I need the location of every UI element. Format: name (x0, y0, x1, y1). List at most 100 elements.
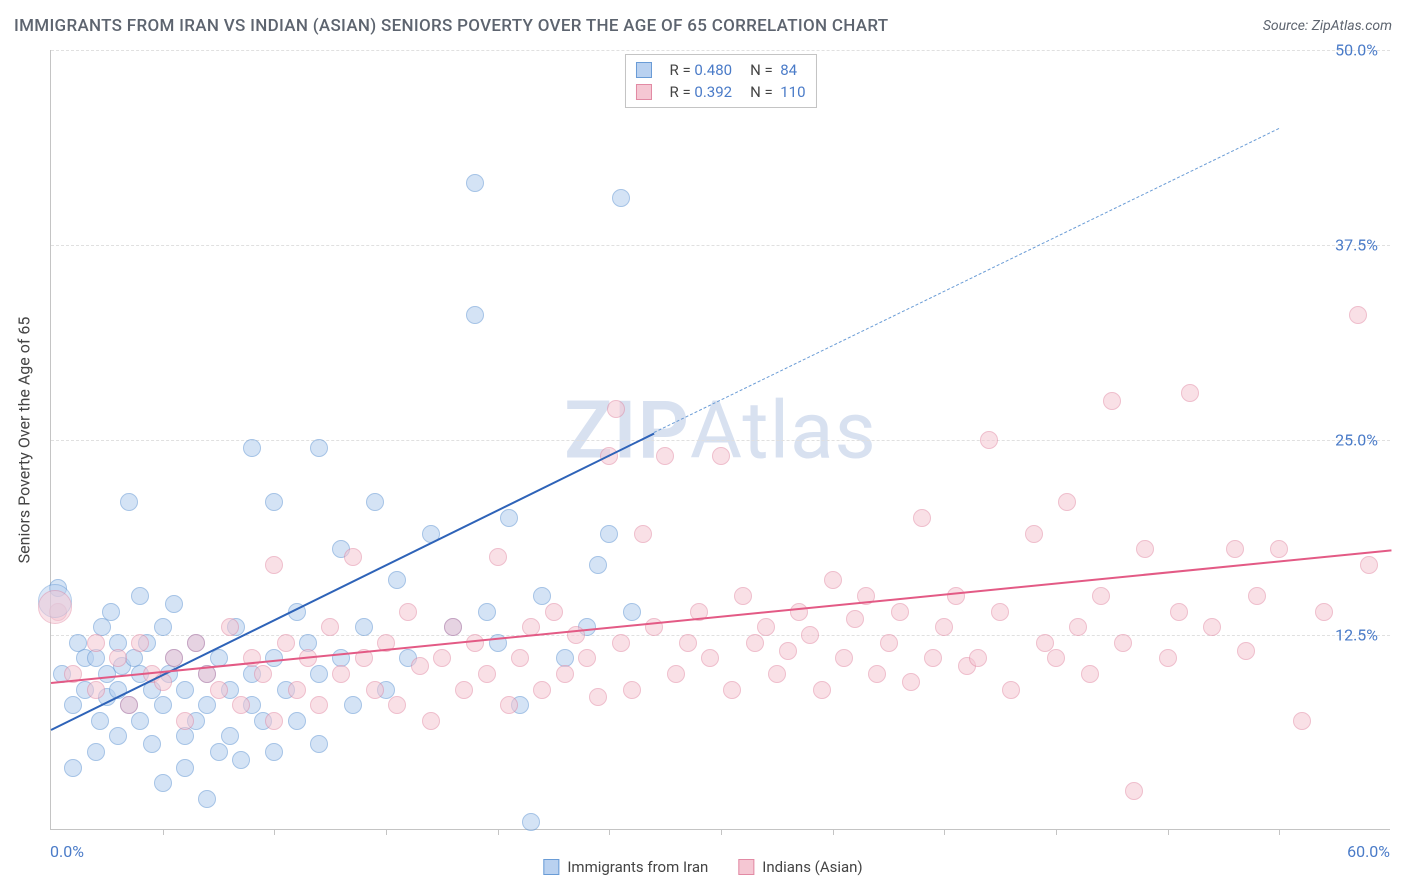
x-tick-mark (1168, 829, 1169, 835)
scatter-point-indian (712, 447, 730, 465)
scatter-point-indian (1293, 712, 1311, 730)
r-value-iran: 0.480 (694, 61, 732, 79)
scatter-point-indian (1170, 603, 1188, 621)
scatter-point-indian (779, 642, 797, 660)
gridline (51, 635, 1390, 636)
scatter-point-indian (433, 649, 451, 667)
x-tick-mark (833, 829, 834, 835)
legend-row-indian: R = 0.392 N = 110 (635, 81, 805, 103)
scatter-point-iran (165, 595, 183, 613)
x-tick-mark (1056, 829, 1057, 835)
scatter-point-indian (801, 626, 819, 644)
scatter-point-iran (91, 712, 109, 730)
scatter-point-indian (723, 681, 741, 699)
source-name: ZipAtlas.com (1312, 18, 1392, 34)
scatter-point-indian (366, 681, 384, 699)
scatter-point-iran (221, 727, 239, 745)
scatter-point-indian (1248, 587, 1266, 605)
scatter-point-indian (623, 681, 641, 699)
scatter-point-indian (835, 649, 853, 667)
scatter-point-iran (154, 696, 172, 714)
legend-label-indian: Indians (Asian) (762, 858, 862, 876)
x-tick-mark (1279, 829, 1280, 835)
scatter-point-iran (87, 743, 105, 761)
scatter-point-indian (478, 665, 496, 683)
scatter-point-indian (1058, 493, 1076, 511)
chart-header: IMMIGRANTS FROM IRAN VS INDIAN (ASIAN) S… (14, 16, 1392, 36)
gridline (51, 50, 1390, 51)
scatter-point-indian (1002, 681, 1020, 699)
scatter-point-iran (310, 735, 328, 753)
scatter-point-iran (176, 759, 194, 777)
scatter-point-indian (38, 590, 72, 624)
regression-line (51, 549, 1391, 684)
y-tick-label: 37.5% (1335, 236, 1378, 255)
scatter-point-iran (102, 603, 120, 621)
scatter-point-indian (902, 673, 920, 691)
scatter-point-iran (87, 649, 105, 667)
scatter-point-indian (578, 649, 596, 667)
scatter-point-iran (388, 571, 406, 589)
scatter-point-iran (198, 696, 216, 714)
scatter-point-indian (310, 696, 328, 714)
scatter-point-indian (1103, 392, 1121, 410)
legend-item-indian: Indians (Asian) (738, 848, 862, 886)
scatter-point-indian (757, 618, 775, 636)
scatter-point-iran (310, 665, 328, 683)
plot-area: ZIPAtlas R = 0.480 N = 84 R = 0.392 N = … (50, 50, 1390, 830)
scatter-point-indian (1226, 540, 1244, 558)
scatter-point-indian (1025, 525, 1043, 543)
scatter-point-indian (1360, 556, 1378, 574)
scatter-point-iran (232, 751, 250, 769)
scatter-point-indian (1315, 603, 1333, 621)
scatter-point-indian (701, 649, 719, 667)
scatter-point-iran (176, 727, 194, 745)
scatter-point-indian (790, 603, 808, 621)
scatter-point-iran (366, 493, 384, 511)
scatter-point-indian (947, 587, 965, 605)
scatter-point-indian (1270, 540, 1288, 558)
scatter-point-iran (265, 743, 283, 761)
scatter-point-indian (1203, 618, 1221, 636)
scatter-point-iran (466, 306, 484, 324)
n-label: N = (750, 61, 773, 79)
scatter-point-indian (511, 649, 529, 667)
scatter-point-indian (1181, 384, 1199, 402)
legend-label-iran: Immigrants from Iran (567, 858, 708, 876)
legend-row-iran: R = 0.480 N = 84 (635, 59, 805, 81)
scatter-point-iran (143, 735, 161, 753)
scatter-point-indian (924, 649, 942, 667)
r-label: R = (669, 83, 690, 101)
scatter-point-indian (221, 618, 239, 636)
scatter-point-iran (288, 712, 306, 730)
scatter-point-indian (87, 681, 105, 699)
y-tick-label: 25.0% (1335, 431, 1378, 450)
scatter-point-indian (913, 509, 931, 527)
scatter-point-indian (1349, 306, 1367, 324)
scatter-point-indian (533, 681, 551, 699)
scatter-point-iran (64, 696, 82, 714)
scatter-point-indian (87, 634, 105, 652)
scatter-point-indian (891, 603, 909, 621)
r-label: R = (669, 61, 690, 79)
y-axis-label: Seniors Poverty Over the Age of 65 (15, 317, 34, 564)
scatter-point-indian (545, 603, 563, 621)
scatter-point-iran (500, 509, 518, 527)
y-tick-label: 50.0% (1335, 41, 1378, 60)
x-tick-mark (944, 829, 945, 835)
legend-correlation: R = 0.480 N = 84 R = 0.392 N = 110 (624, 54, 816, 108)
scatter-point-indian (589, 688, 607, 706)
scatter-point-iran (478, 603, 496, 621)
scatter-point-iran (243, 439, 261, 457)
scatter-point-indian (556, 665, 574, 683)
scatter-point-iran (600, 525, 618, 543)
scatter-point-indian (187, 634, 205, 652)
scatter-point-iran (109, 727, 127, 745)
scatter-point-indian (444, 618, 462, 636)
chart-source: Source: ZipAtlas.com (1263, 18, 1392, 34)
n-value-indian: 110 (780, 83, 805, 101)
scatter-point-indian (1092, 587, 1110, 605)
scatter-point-indian (265, 556, 283, 574)
scatter-point-iran (533, 587, 551, 605)
r-value-indian: 0.392 (694, 83, 732, 101)
